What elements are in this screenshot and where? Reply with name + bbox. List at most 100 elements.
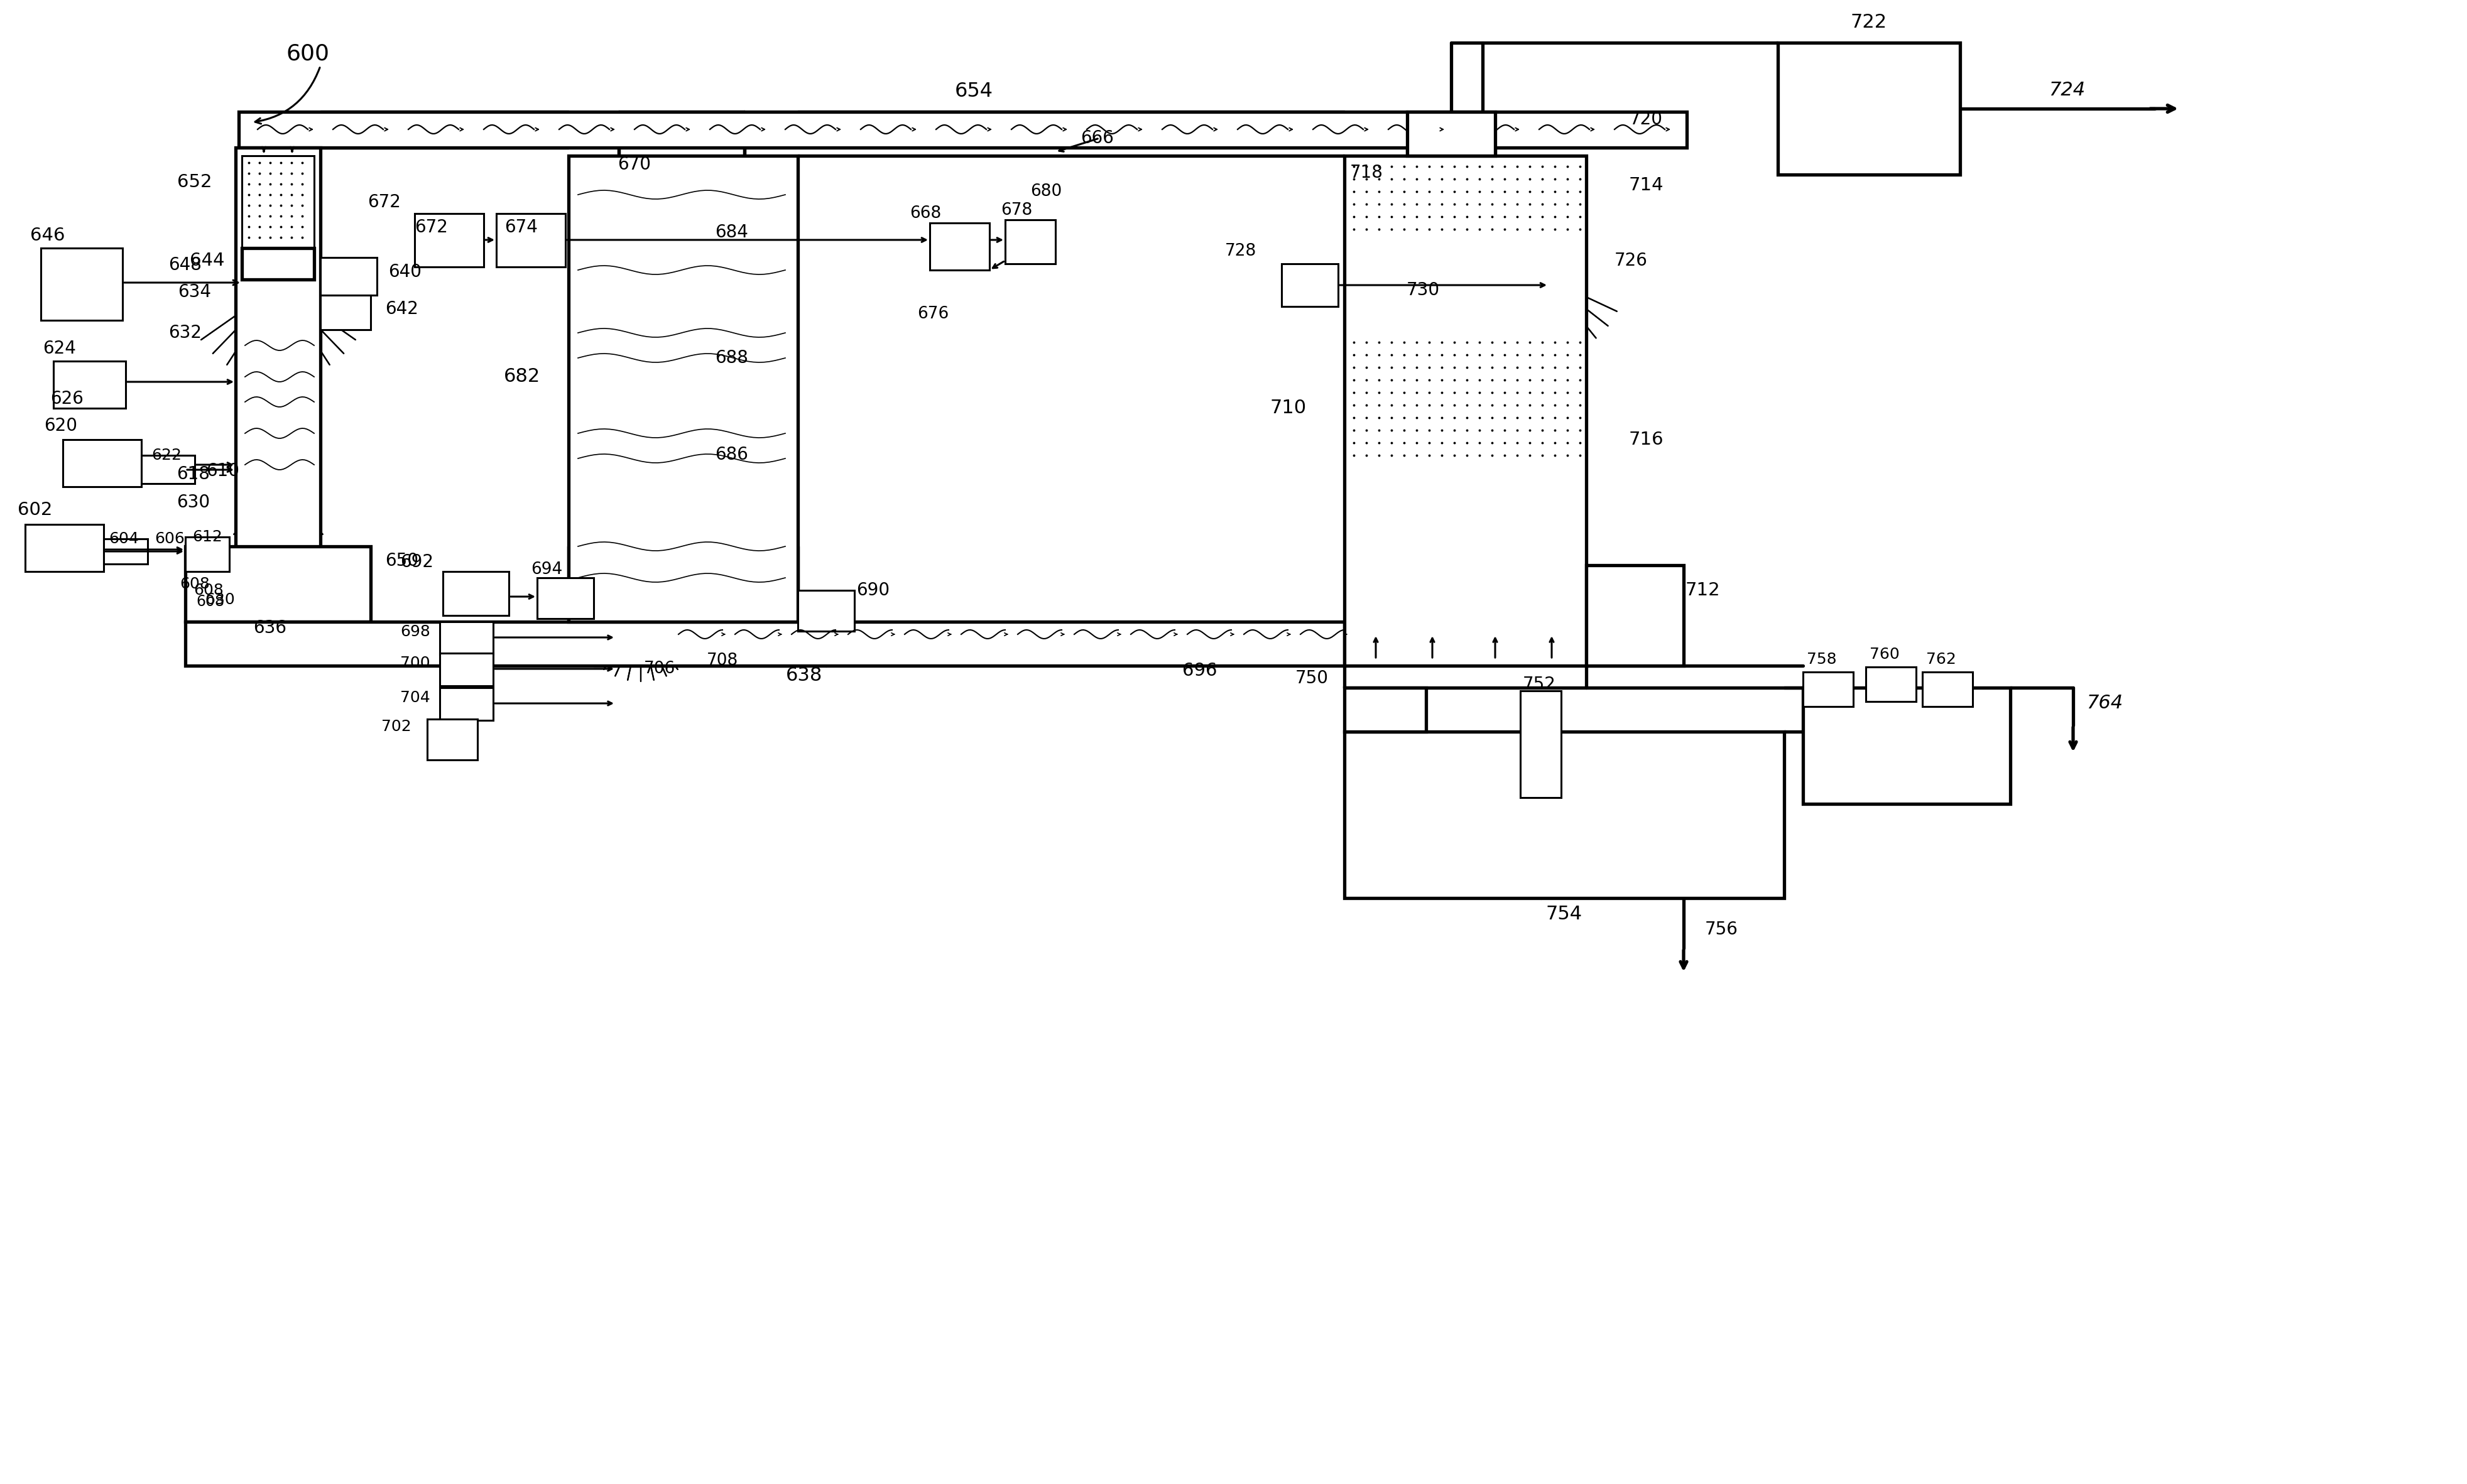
Text: 680: 680 [1031, 184, 1061, 200]
Bar [234, 147, 321, 616]
Text: 606: 606 [155, 531, 185, 546]
Bar [1922, 672, 1974, 706]
Text: 710: 710 [1271, 399, 1308, 417]
Text: 674: 674 [506, 218, 538, 236]
Text: 648: 648 [168, 257, 202, 275]
Text: 718: 718 [1349, 163, 1384, 181]
Text: 640: 640 [387, 263, 422, 280]
Text: 758: 758 [1806, 651, 1838, 666]
Text: 698: 698 [400, 625, 429, 640]
Bar [1280, 264, 1337, 307]
Bar [242, 156, 313, 248]
Text: 726: 726 [1613, 252, 1648, 270]
Bar [1865, 666, 1917, 702]
Bar [1345, 687, 1426, 732]
Bar [185, 537, 229, 571]
Text: 694: 694 [530, 561, 562, 577]
Bar [496, 214, 565, 267]
Bar [930, 223, 989, 270]
Bar [439, 687, 493, 720]
Bar [439, 653, 493, 686]
Text: 706: 706 [644, 660, 676, 677]
Text: 686: 686 [715, 445, 748, 463]
Text: 666: 666 [1081, 129, 1113, 147]
Bar [567, 156, 797, 622]
Text: 646: 646 [30, 227, 64, 245]
Text: 672: 672 [414, 218, 449, 236]
Text: 644: 644 [190, 252, 224, 270]
Bar [242, 248, 313, 279]
Text: 604: 604 [109, 531, 138, 546]
Text: 714: 714 [1628, 177, 1663, 194]
Text: 730: 730 [1406, 282, 1441, 298]
Text: 682: 682 [503, 368, 540, 386]
Bar [1803, 672, 1853, 706]
Bar [427, 720, 479, 760]
Bar [538, 577, 595, 619]
Bar [321, 295, 370, 329]
Text: 618: 618 [178, 466, 210, 482]
Bar [141, 456, 195, 484]
Bar [321, 258, 377, 295]
Bar [1803, 687, 2011, 804]
Bar [797, 591, 854, 631]
Text: 608: 608 [192, 583, 224, 598]
Bar [1520, 692, 1562, 797]
Text: 670: 670 [617, 156, 651, 174]
Text: 696: 696 [1182, 662, 1216, 680]
Bar [239, 111, 1687, 147]
Text: 610: 610 [207, 462, 239, 479]
Text: 630: 630 [205, 592, 234, 607]
Text: 638: 638 [787, 666, 822, 684]
Text: 750: 750 [1295, 669, 1330, 687]
Bar [185, 546, 370, 622]
Bar [1779, 43, 1959, 175]
Text: 632: 632 [168, 324, 202, 341]
Text: 760: 760 [1870, 647, 1900, 662]
Text: 634: 634 [178, 283, 212, 301]
Text: 650: 650 [385, 552, 419, 570]
Text: 622: 622 [150, 448, 183, 463]
Text: 624: 624 [42, 340, 76, 358]
Text: 678: 678 [1002, 202, 1031, 218]
Text: 654: 654 [955, 82, 992, 101]
Text: 702: 702 [382, 720, 412, 735]
Text: 722: 722 [1850, 13, 1887, 31]
Bar [1345, 156, 1586, 666]
Text: 630: 630 [178, 494, 210, 510]
Text: 602: 602 [17, 502, 52, 519]
Text: 712: 712 [1685, 582, 1719, 600]
Text: 708: 708 [706, 653, 738, 669]
Bar [62, 439, 141, 487]
Bar [439, 622, 493, 654]
Text: 700: 700 [400, 656, 429, 671]
Text: 762: 762 [1927, 651, 1956, 666]
Bar [42, 248, 123, 321]
Bar [1345, 732, 1784, 898]
Text: 608: 608 [180, 576, 210, 592]
Bar [25, 524, 104, 571]
Text: 600: 600 [286, 43, 331, 64]
Bar [444, 571, 508, 616]
Bar [1586, 565, 1682, 666]
Bar [414, 214, 484, 267]
Text: 652: 652 [178, 174, 212, 191]
Bar [185, 622, 1345, 666]
Text: 752: 752 [1522, 675, 1557, 693]
Bar [1004, 220, 1056, 264]
Text: 626: 626 [49, 390, 84, 408]
Text: 642: 642 [385, 300, 419, 318]
Text: 672: 672 [368, 193, 400, 211]
Text: 684: 684 [715, 224, 748, 242]
Bar [1406, 111, 1495, 156]
Text: 720: 720 [1628, 110, 1663, 128]
Text: 688: 688 [715, 349, 748, 367]
Text: 728: 728 [1224, 243, 1256, 260]
Text: 676: 676 [918, 306, 950, 322]
Text: 754: 754 [1547, 905, 1581, 923]
Text: 704: 704 [400, 690, 429, 705]
Text: 690: 690 [856, 582, 891, 600]
Text: 756: 756 [1705, 920, 1737, 938]
Text: 612: 612 [192, 530, 222, 545]
Text: 692: 692 [400, 554, 434, 571]
